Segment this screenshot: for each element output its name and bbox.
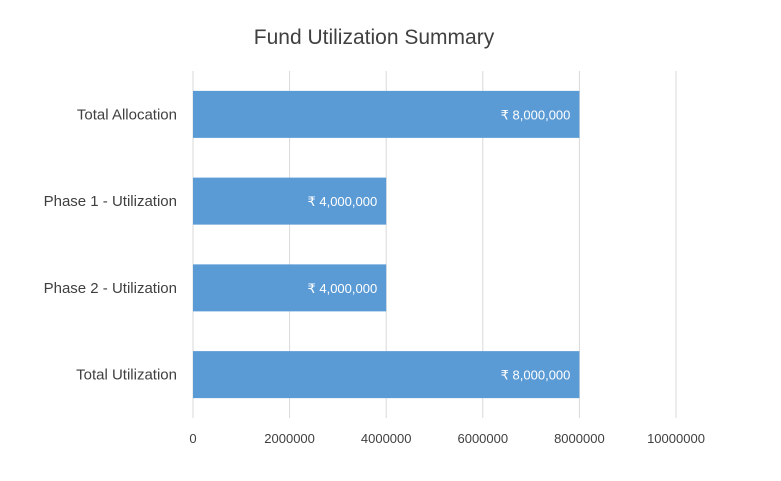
x-tick-label-1: 2000000 [264, 431, 315, 446]
data-label-3: ₹ 8,000,000 [501, 368, 571, 383]
category-label-2: Phase 2 - Utilization [44, 280, 177, 297]
bar-0 [193, 90, 580, 138]
chart-title: Fund Utilization Summary [254, 26, 495, 49]
bar-3 [193, 351, 580, 399]
x-tick-label-2: 4000000 [361, 431, 412, 446]
data-label-2: ₹ 4,000,000 [307, 281, 377, 296]
bars-group: ₹ 8,000,000 ₹ 4,000,000 ₹ 4,000,000 ₹ 8,000… [193, 90, 580, 399]
category-label-1: Phase 1 - Utilization [44, 193, 177, 210]
x-tick-label-3: 6000000 [457, 431, 508, 446]
bar-2 [193, 264, 387, 312]
category-labels: Total Allocation Phase 1 - Utilization Pha… [44, 106, 177, 383]
category-label-3: Total Utilization [76, 367, 177, 384]
data-label-1: ₹ 4,000,000 [307, 194, 377, 209]
x-tick-label-0: 0 [189, 431, 196, 446]
data-label-0: ₹ 8,000,000 [501, 107, 571, 122]
bar-1 [193, 177, 387, 225]
x-tick-labels: 0 2000000 4000000 6000000 8000000 10000000 [189, 431, 705, 446]
x-tick-label-4: 8000000 [554, 431, 605, 446]
category-label-0: Total Allocation [77, 106, 177, 123]
x-tick-label-5: 10000000 [647, 431, 705, 446]
